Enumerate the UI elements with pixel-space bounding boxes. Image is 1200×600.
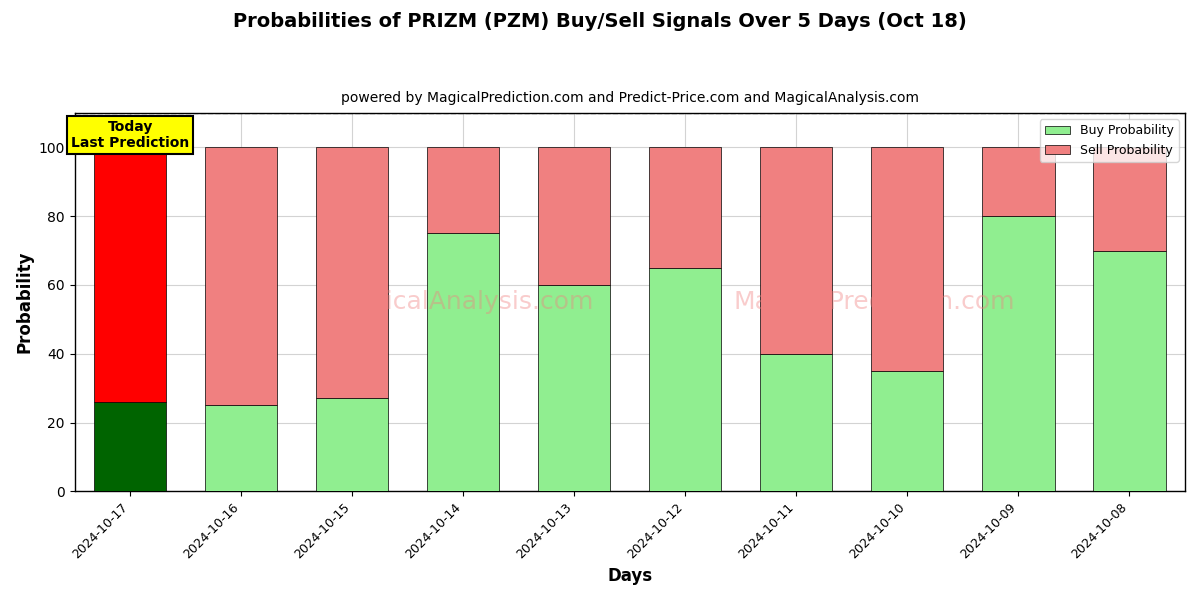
Bar [983, 216, 1055, 491]
Bar [761, 148, 833, 354]
Bar [94, 148, 167, 402]
Bar [649, 148, 721, 268]
Bar [983, 148, 1055, 216]
Bar [539, 148, 611, 285]
Legend: Buy Probability, Sell Probability: Buy Probability, Sell Probability [1040, 119, 1178, 161]
Bar [539, 285, 611, 491]
Text: Probabilities of PRIZM (PZM) Buy/Sell Signals Over 5 Days (Oct 18): Probabilities of PRIZM (PZM) Buy/Sell Si… [233, 12, 967, 31]
Bar [205, 406, 277, 491]
Bar [649, 268, 721, 491]
Text: Today
Last Prediction: Today Last Prediction [71, 120, 190, 150]
X-axis label: Days: Days [607, 567, 653, 585]
Bar [871, 371, 943, 491]
Bar [1093, 251, 1165, 491]
Bar [1093, 148, 1165, 251]
Bar [316, 148, 389, 398]
Bar [761, 354, 833, 491]
Bar [94, 402, 167, 491]
Text: MagicalAnalysis.com: MagicalAnalysis.com [334, 290, 594, 314]
Bar [427, 148, 499, 233]
Bar [316, 398, 389, 491]
Bar [205, 148, 277, 406]
Text: MagicalPrediction.com: MagicalPrediction.com [733, 290, 1015, 314]
Title: powered by MagicalPrediction.com and Predict-Price.com and MagicalAnalysis.com: powered by MagicalPrediction.com and Pre… [341, 91, 919, 105]
Y-axis label: Probability: Probability [16, 251, 34, 353]
Bar [427, 233, 499, 491]
Bar [871, 148, 943, 371]
